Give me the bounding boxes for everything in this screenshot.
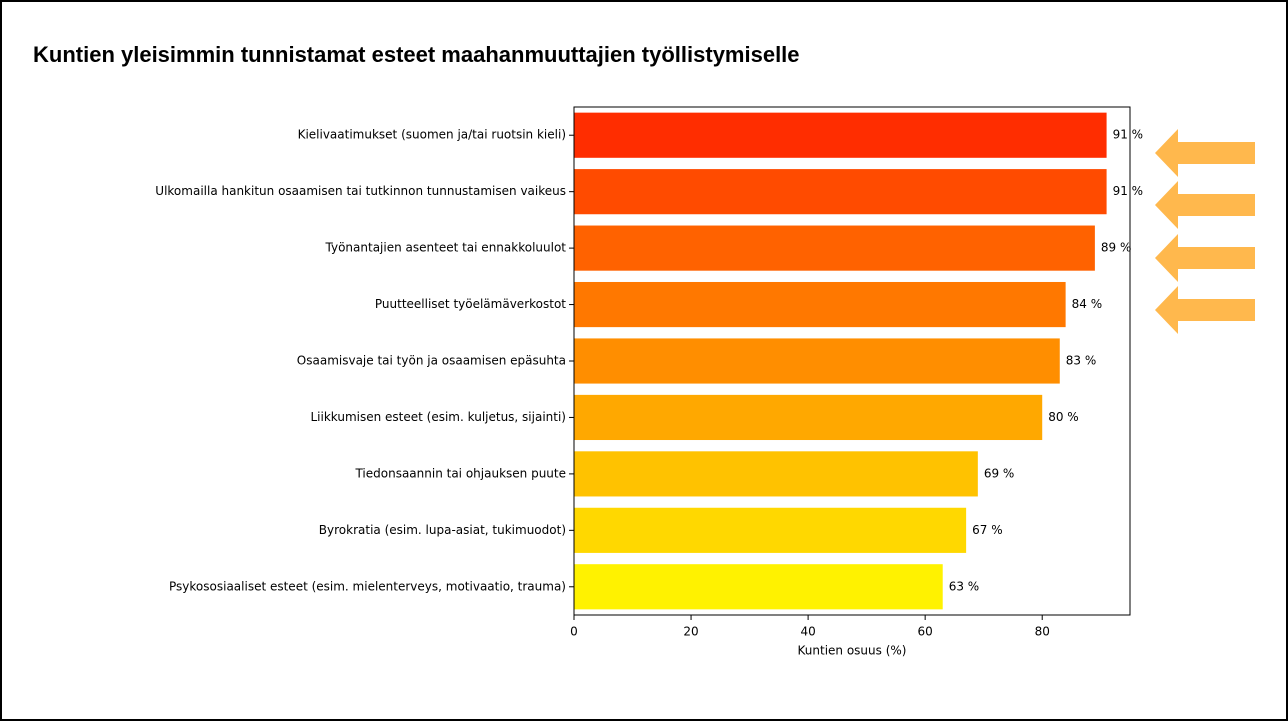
y-tick-label: Kielivaatimukset (suomen ja/tai ruotsin … [298,128,566,142]
bar [574,169,1107,215]
value-label: 89 % [1101,241,1132,255]
plot-frame [573,106,1131,616]
y-tick-label: Puutteelliset työelämäverkostot [375,297,566,311]
value-label: 83 % [1066,354,1097,368]
bar [574,225,1095,271]
bar [574,338,1060,384]
x-tick-label: 20 [683,625,698,639]
y-tick-label: Tiedonsaannin tai ohjauksen puute [354,466,566,480]
chart-title: Kuntien yleisimmin tunnistamat esteet ma… [33,42,800,67]
arrow [1155,286,1255,334]
x-tick-label: 80 [1035,625,1050,639]
x-tick-label: 40 [800,625,815,639]
arrow [1155,129,1255,177]
value-label: 91 % [1113,128,1144,142]
y-tick-label: Osaamisvaje tai työn ja osaamisen epäsuh… [297,354,566,368]
arrow [1155,234,1255,282]
value-label: 91 % [1113,184,1144,198]
bar [574,451,978,497]
value-label: 69 % [984,466,1015,480]
bar [574,394,1043,441]
value-label: 67 % [972,523,1003,537]
highlight-arrows [1155,129,1255,334]
y-tick-label: Psykososiaaliset esteet (esim. mielenter… [169,579,566,593]
bar [574,281,1066,328]
arrow [1155,181,1255,229]
x-tick-label: 0 [570,625,578,639]
x-axis-label: Kuntien osuus (%) [798,644,907,658]
value-label: 84 % [1072,297,1103,311]
y-tick-label: Ulkomailla hankitun osaamisen tai tutkin… [155,184,566,198]
y-tick-label: Liikkumisen esteet (esim. kuljetus, sija… [310,410,566,424]
x-tick-label: 60 [918,625,933,639]
y-tick-label: Byrokratia (esim. lupa-asiat, tukimuodot… [319,523,566,537]
value-label: 80 % [1048,410,1079,424]
bar [574,507,967,553]
y-tick-label: Työnantajien asenteet tai ennakkoluulot [325,241,567,255]
bar [574,112,1107,158]
bar [574,564,943,610]
value-label: 63 % [949,579,980,593]
